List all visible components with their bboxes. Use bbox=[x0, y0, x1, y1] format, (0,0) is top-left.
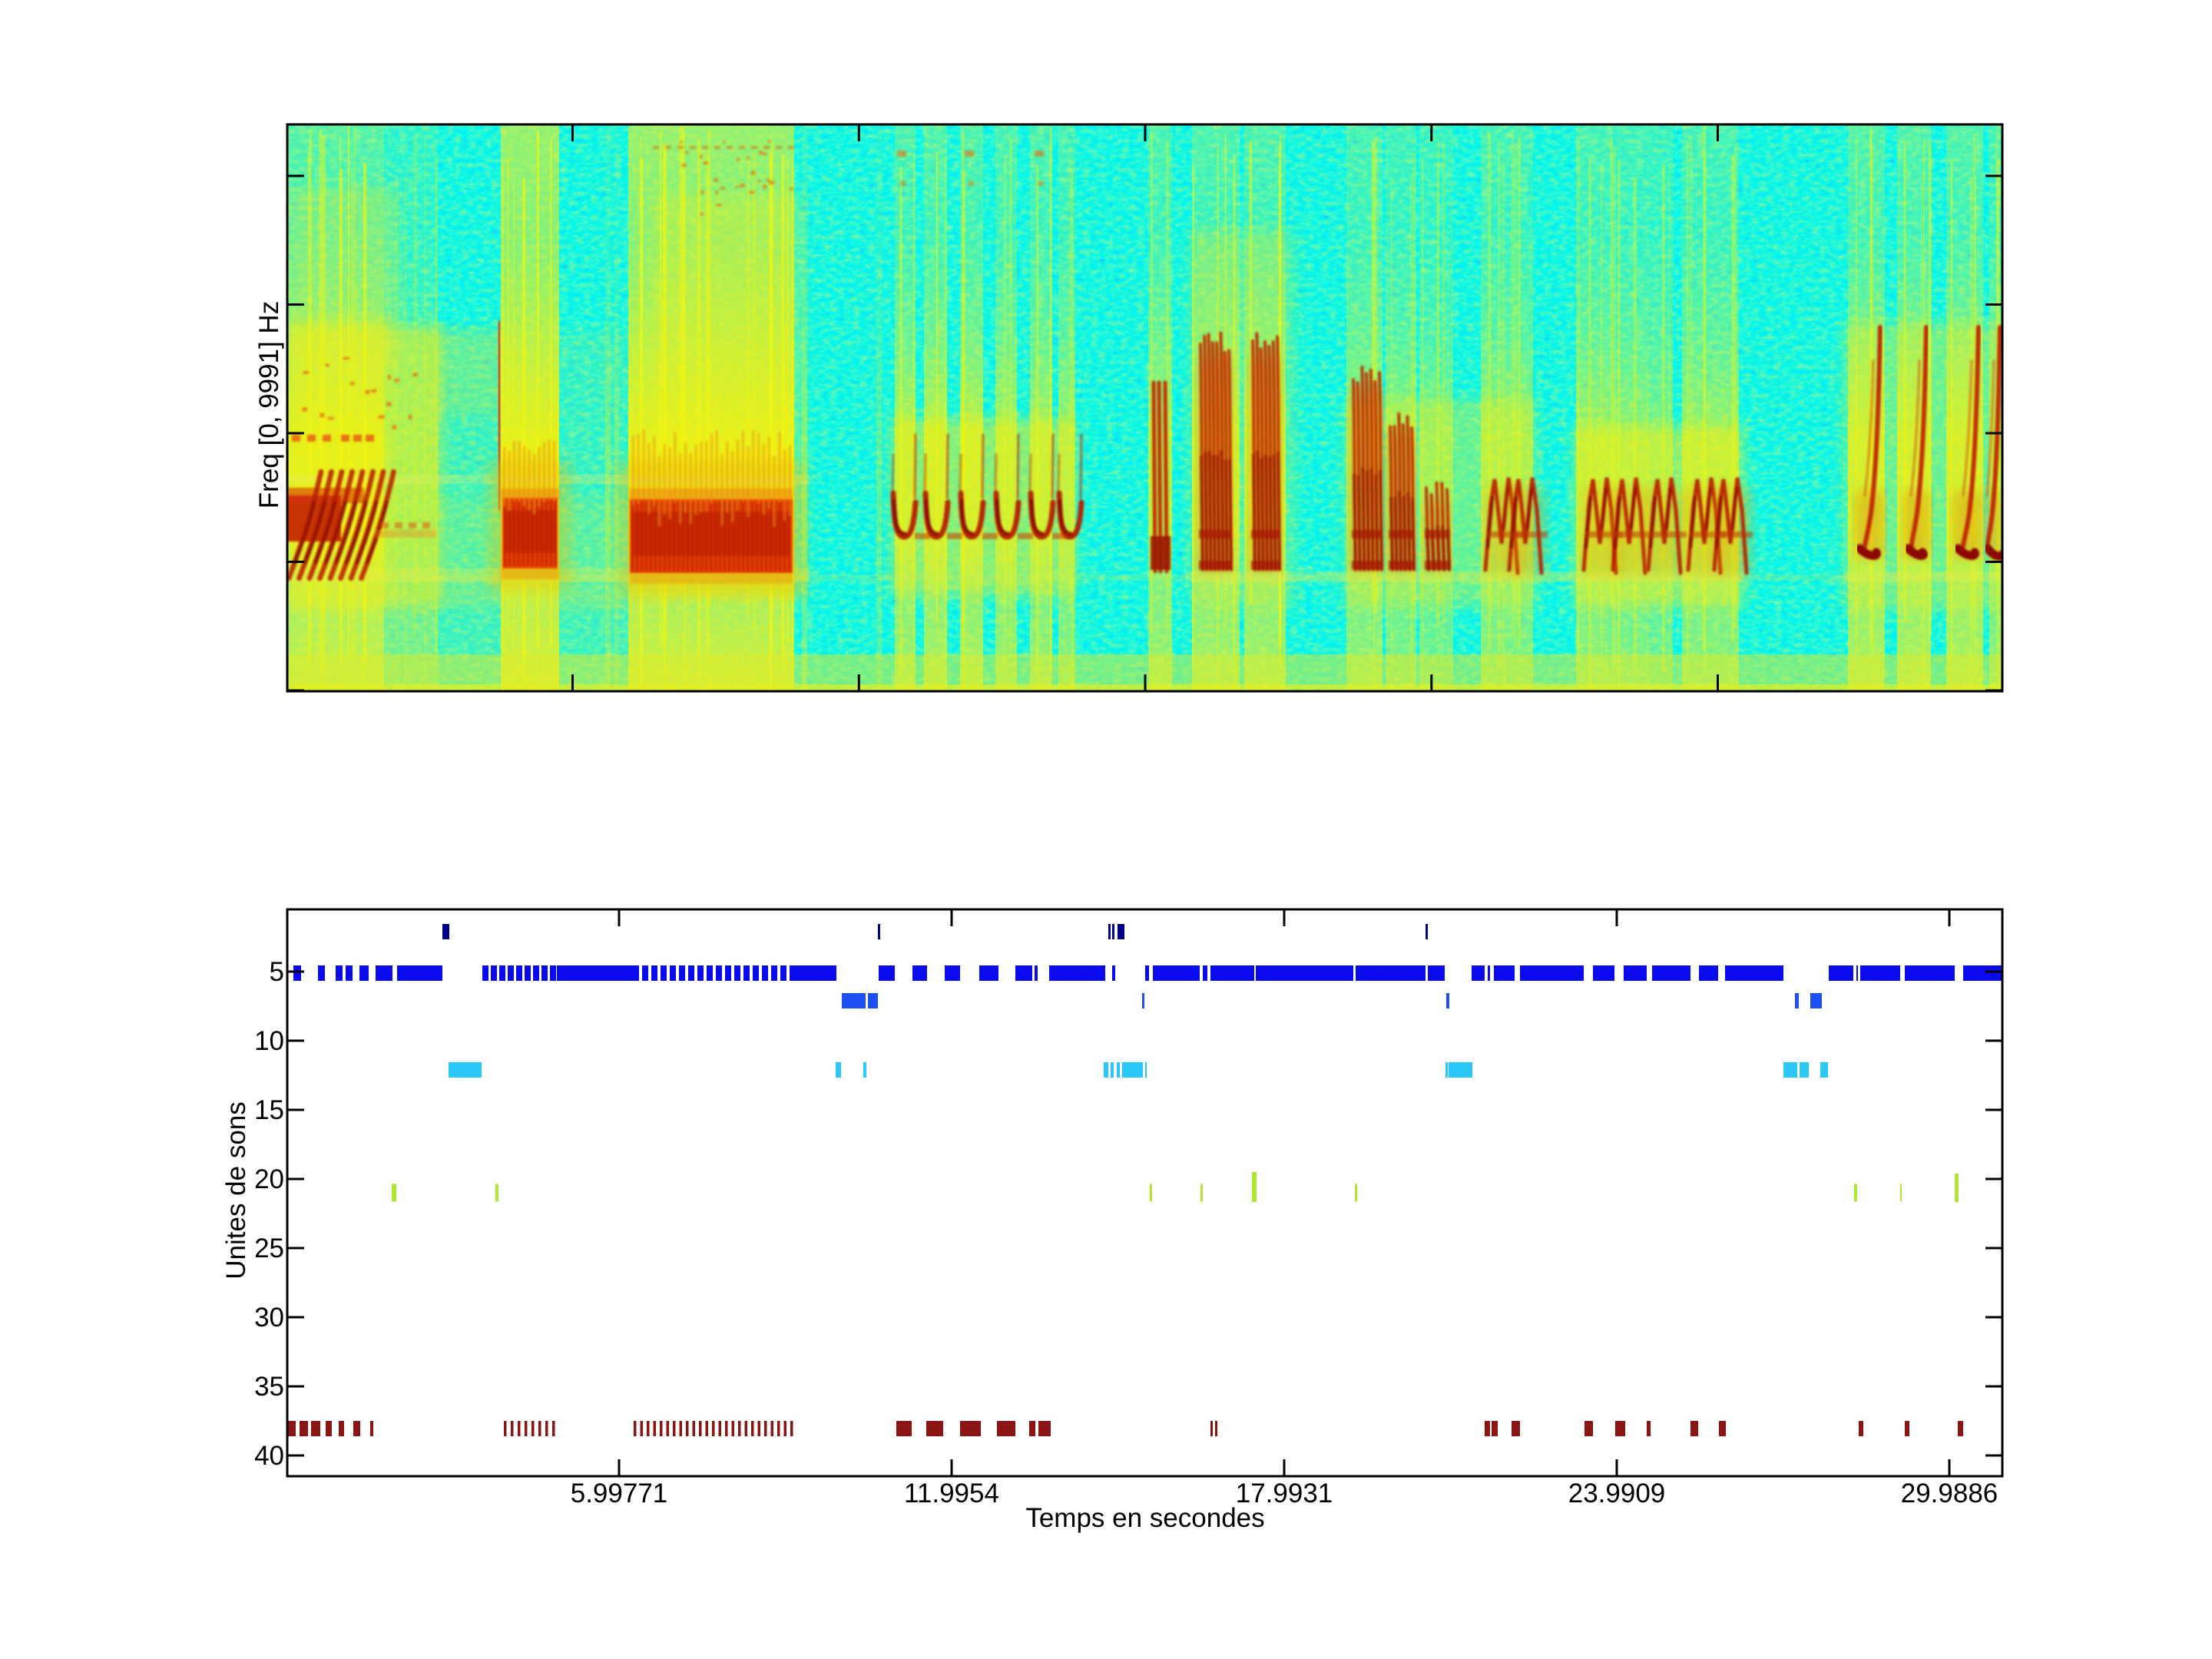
svg-text:Temps en secondes: Temps en secondes bbox=[1025, 1503, 1264, 1533]
svg-text:5.99771: 5.99771 bbox=[571, 1479, 668, 1508]
svg-text:10: 10 bbox=[254, 1026, 284, 1056]
svg-text:Freq [0, 9991] Hz: Freq [0, 9991] Hz bbox=[254, 301, 284, 508]
svg-text:17.9931: 17.9931 bbox=[1236, 1479, 1333, 1508]
svg-text:29.9886: 29.9886 bbox=[1901, 1479, 1998, 1508]
svg-text:Unites de sons: Unites de sons bbox=[221, 1101, 251, 1280]
svg-text:5: 5 bbox=[270, 957, 284, 987]
svg-text:23.9909: 23.9909 bbox=[1568, 1479, 1666, 1508]
svg-text:40: 40 bbox=[254, 1441, 284, 1471]
svg-text:30: 30 bbox=[254, 1303, 284, 1333]
svg-text:15: 15 bbox=[254, 1095, 284, 1125]
svg-text:11.9954: 11.9954 bbox=[904, 1479, 999, 1508]
svg-text:25: 25 bbox=[254, 1233, 284, 1263]
svg-text:35: 35 bbox=[254, 1372, 284, 1402]
svg-text:20: 20 bbox=[254, 1164, 284, 1194]
